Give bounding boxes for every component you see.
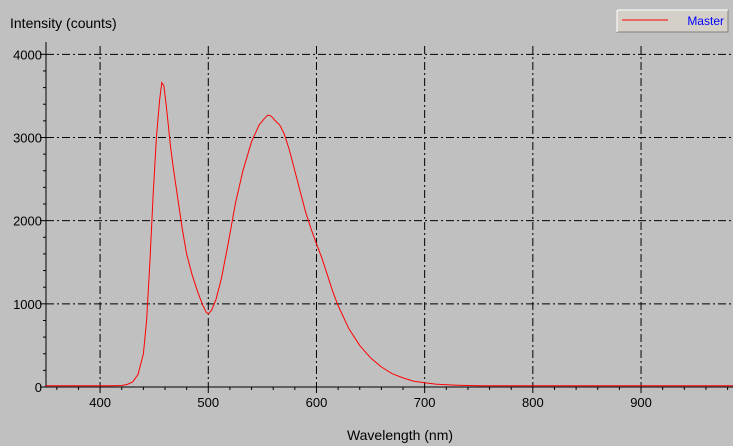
- x-tick-label: 500: [197, 395, 219, 410]
- series-layer: [46, 81, 733, 387]
- x-tick-label: 400: [89, 395, 111, 410]
- x-tick-label: 700: [414, 395, 436, 410]
- x-tick-label: 900: [630, 395, 652, 410]
- y-tick-label: 2000: [13, 214, 42, 229]
- ticks: 400 500 600 700 800 900 0 1000 2000 3000 4000: [13, 47, 729, 410]
- y-tick-label: 1000: [13, 297, 42, 312]
- y-tick-label: 3000: [13, 130, 42, 145]
- x-tick-label: 600: [306, 395, 328, 410]
- series-line-master: [46, 81, 733, 387]
- x-tick-label: 800: [522, 395, 544, 410]
- y-tick-label: 0: [35, 380, 42, 395]
- legend-label: Master: [687, 14, 724, 28]
- y-tick-label: 4000: [13, 47, 42, 62]
- y-axis-title: Intensity (counts): [10, 15, 117, 31]
- legend[interactable]: Master: [616, 9, 729, 33]
- x-axis-title: Wavelength (nm): [347, 427, 453, 443]
- plot-area: [46, 46, 733, 387]
- grid: [46, 46, 733, 387]
- axes: [45, 42, 733, 388]
